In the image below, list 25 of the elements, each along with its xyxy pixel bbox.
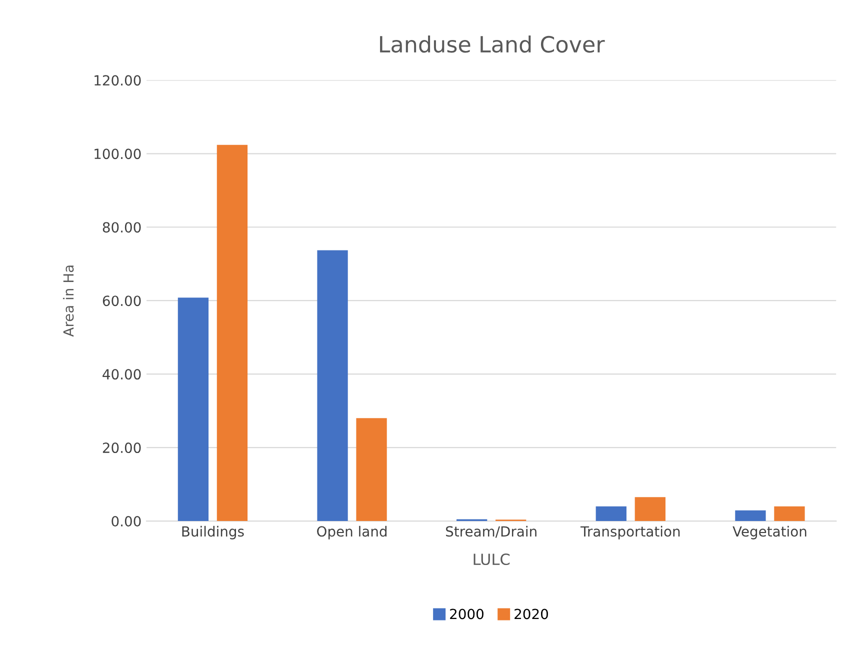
bar [317,250,348,522]
x-tick-label: Buildings [182,526,244,540]
y-tick-label: 120.00 [94,75,141,86]
y-tick-label: 20.00 [102,442,141,454]
x-tick-label: Vegetation [732,526,806,540]
bar [216,144,248,522]
y-tick-label: 100.00 [94,148,141,160]
y-tick-label: 60.00 [102,296,141,306]
chart-title: Landuse Land Cover [380,35,605,53]
x-tick-label: Transportation [580,526,680,540]
x-axis-title: LULC [474,554,510,566]
x-tick-label: Stream/Drain [446,526,536,538]
y-axis-title: Area in Ha [62,266,74,337]
bar [735,510,766,522]
x-tick-label: Open land [317,526,387,540]
bar [774,506,805,522]
y-tick-label: 40.00 [102,369,141,380]
bar [356,418,387,522]
y-tick-label: 0.00 [112,516,141,527]
bar [634,497,666,522]
legend-label: 2000 [450,608,484,620]
bar [178,298,209,522]
legend-label: 2020 [514,608,548,620]
y-tick-label: 80.00 [102,222,141,233]
bar [596,506,626,522]
